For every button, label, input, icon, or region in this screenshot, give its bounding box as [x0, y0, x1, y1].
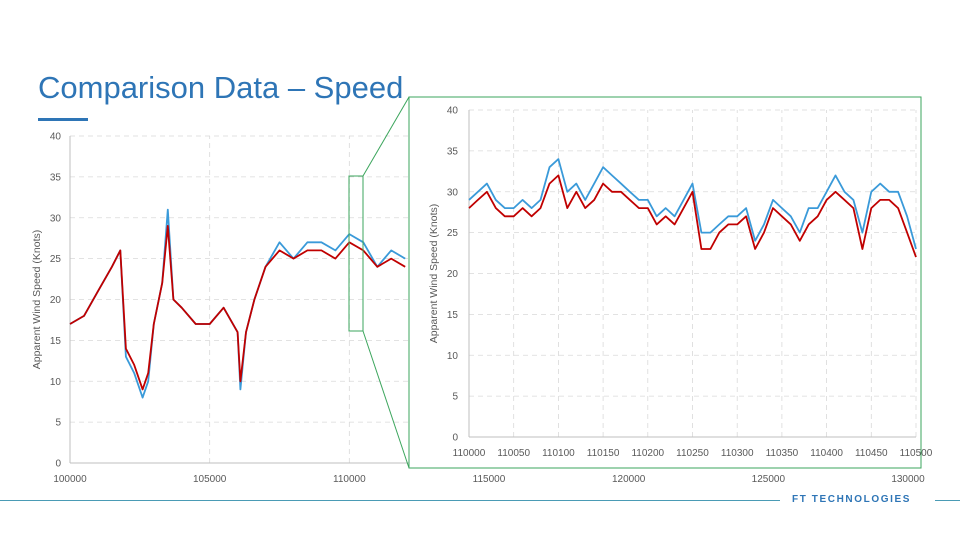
y-tick-label: 35 — [447, 146, 459, 157]
series-line-1 — [468, 158, 917, 250]
y-tick-label: 25 — [50, 254, 62, 265]
zoom-indicator — [348, 96, 410, 469]
series-line-2 — [69, 224, 406, 391]
y-tick-label: 25 — [447, 228, 459, 239]
y-tick-label: 0 — [55, 459, 61, 470]
x-tick-label: 110200 — [631, 448, 664, 459]
y-tick-label: 0 — [452, 433, 458, 444]
x-tick-label: 110400 — [810, 448, 843, 459]
x-tick-label: 110500 — [900, 448, 933, 459]
x-tick-label: 115000 — [473, 474, 506, 485]
series-line-1 — [69, 208, 406, 399]
x-tick-label: 100000 — [53, 474, 87, 485]
x-tick-label: 110350 — [766, 448, 799, 459]
x-tick-label: 130000 — [891, 474, 925, 485]
y-tick-label: 10 — [50, 377, 62, 388]
y-tick-label: 20 — [447, 269, 459, 280]
x-tick-label: 110300 — [721, 448, 754, 459]
brand-logo-text: FT TECHNOLOGIES — [792, 494, 911, 505]
x-tick-label: 110050 — [497, 448, 530, 459]
zoom-connector-top — [362, 96, 410, 177]
x-tick-label: 125000 — [752, 474, 786, 485]
y-tick-label: 35 — [50, 172, 62, 183]
y-tick-label: 40 — [447, 106, 459, 117]
title-underline — [38, 118, 88, 121]
x-tick-label: 110000 — [453, 448, 486, 459]
y-tick-label: 15 — [50, 336, 62, 347]
x-tick-label: 110150 — [587, 448, 620, 459]
zoom-inset-panel — [408, 96, 922, 469]
chart-2: 0 5 10 15 20 25 30 35 40 110000 110050 110100 110150… — [428, 106, 933, 460]
x-tick-label: 110100 — [542, 448, 575, 459]
x-tick-label: 110450 — [855, 448, 888, 459]
y-tick-label: 10 — [447, 351, 459, 362]
footer-divider-right — [935, 500, 960, 501]
y-tick-label: 30 — [447, 187, 459, 198]
y-tick-label: 15 — [447, 310, 459, 321]
footer-divider — [0, 500, 780, 501]
zoom-connector-bottom — [362, 330, 410, 469]
y-tick-label: 5 — [55, 418, 61, 429]
x-tick-label: 110250 — [676, 448, 709, 459]
slide-title: Comparison Data – Speed — [38, 70, 404, 105]
y-tick-label: 20 — [50, 295, 62, 306]
y-tick-label: 30 — [50, 213, 62, 224]
y-axis-label: Apparent Wind Speed (Knots) — [31, 230, 43, 370]
y-tick-label: 5 — [452, 392, 458, 403]
x-tick-label: 110000 — [333, 474, 366, 485]
zoom-source-box — [348, 175, 364, 332]
y-axis-label: Apparent Wind Speed (Knots) — [428, 204, 440, 344]
x-tick-label: 105000 — [193, 474, 227, 485]
x-tick-label: 120000 — [612, 474, 646, 485]
y-tick-label: 40 — [50, 132, 62, 143]
series-line-2 — [468, 174, 917, 258]
